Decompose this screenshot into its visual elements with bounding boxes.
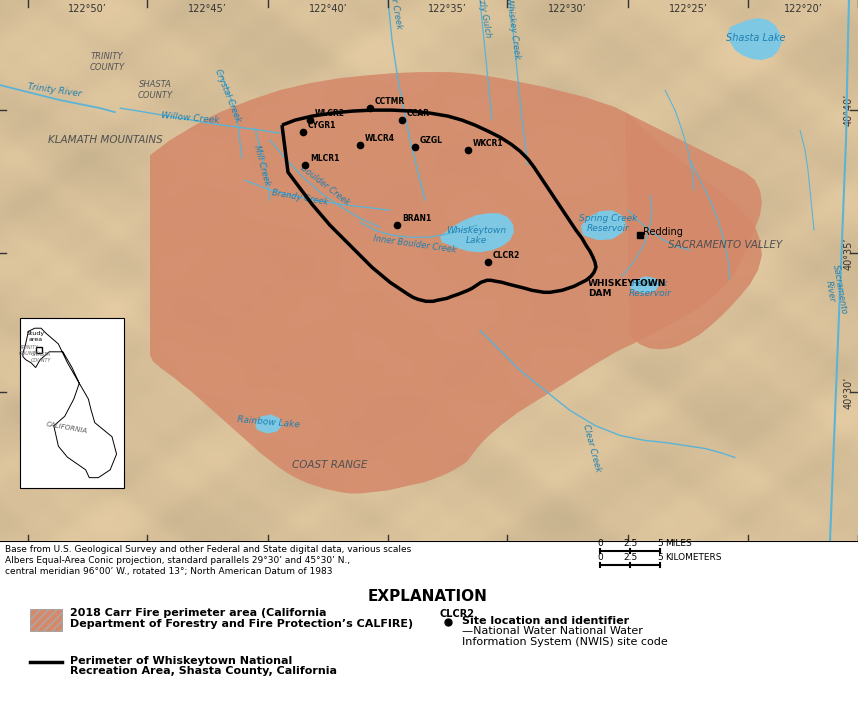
Text: Clear Creek: Clear Creek — [582, 424, 602, 473]
Text: Mill Creek: Mill Creek — [252, 144, 272, 186]
Polygon shape — [150, 72, 762, 493]
Text: Spring Creek
Reservoir: Spring Creek Reservoir — [579, 213, 637, 233]
Text: Crystal Creek: Crystal Creek — [214, 67, 243, 123]
Text: Boulder Creek: Boulder Creek — [299, 163, 351, 207]
Text: CCAR: CCAR — [407, 109, 430, 118]
Text: 122°30’: 122°30’ — [548, 4, 587, 14]
Polygon shape — [440, 213, 514, 252]
Text: Shasta Lake: Shasta Lake — [726, 33, 786, 43]
Text: Site location and identifier: Site location and identifier — [462, 616, 629, 626]
Text: Sacramento
River: Sacramento River — [821, 263, 849, 317]
Text: GZGL: GZGL — [420, 136, 443, 145]
Text: Whiskey Creek: Whiskey Creek — [505, 0, 522, 59]
Text: Department of Forestry and Fire Protection’s CALFIRE): Department of Forestry and Fire Protecti… — [70, 619, 413, 629]
Text: 122°35’: 122°35’ — [428, 4, 467, 14]
Text: 2.5: 2.5 — [623, 538, 637, 548]
Text: 0: 0 — [597, 553, 603, 562]
Text: COAST RANGE: COAST RANGE — [293, 460, 368, 470]
Text: 5: 5 — [657, 538, 663, 548]
Text: Brandy Creek: Brandy Creek — [271, 188, 329, 207]
Text: 122°45’: 122°45’ — [188, 4, 227, 14]
Text: 2.5: 2.5 — [623, 553, 637, 562]
Text: Trinity River: Trinity River — [27, 82, 82, 98]
Polygon shape — [255, 415, 282, 433]
Polygon shape — [728, 18, 782, 60]
Polygon shape — [23, 328, 117, 478]
Bar — [20, 319, 124, 488]
Text: Willow Creek: Willow Creek — [160, 111, 220, 125]
Text: SACRAMENTO VALLEY: SACRAMENTO VALLEY — [668, 241, 782, 251]
Text: 40°35’: 40°35’ — [844, 237, 854, 269]
Text: —National Water National Water: —National Water National Water — [462, 626, 643, 637]
Text: Rainbow Lake: Rainbow Lake — [236, 415, 299, 430]
Text: CCTMR: CCTMR — [375, 97, 405, 106]
Text: 40°40’: 40°40’ — [844, 94, 854, 126]
Text: 122°40’: 122°40’ — [309, 4, 347, 14]
Text: central meridian 96°00’ W., rotated 13°; North American Datum of 1983: central meridian 96°00’ W., rotated 13°;… — [5, 567, 333, 576]
Text: Base from U.S. Geological Survey and other Federal and State digital data, vario: Base from U.S. Geological Survey and oth… — [5, 545, 411, 553]
Text: MILES: MILES — [665, 538, 692, 548]
Text: 40°30’: 40°30’ — [844, 376, 854, 409]
Bar — [30, 609, 62, 632]
Text: SHASTA
COUNTY: SHASTA COUNTY — [31, 352, 51, 363]
Text: TRINITY
COUNTY: TRINITY COUNTY — [89, 52, 124, 72]
Text: WKCR1: WKCR1 — [473, 139, 504, 148]
Text: 122°50’: 122°50’ — [68, 4, 107, 14]
Text: 122°20’: 122°20’ — [783, 4, 823, 14]
Text: WLCR2: WLCR2 — [315, 109, 345, 118]
Text: 122°25’: 122°25’ — [668, 4, 708, 14]
Text: Information System (NWIS) site code: Information System (NWIS) site code — [462, 637, 668, 647]
Text: Recreation Area, Shasta County, California: Recreation Area, Shasta County, Californ… — [70, 666, 337, 676]
Text: CYGR1: CYGR1 — [308, 121, 336, 130]
Text: WLCR4: WLCR4 — [365, 134, 395, 143]
Text: MLCR1: MLCR1 — [310, 154, 340, 163]
Polygon shape — [630, 276, 660, 294]
Text: KLAMATH MOUNTAINS: KLAMATH MOUNTAINS — [48, 135, 162, 145]
Text: KILOMETERS: KILOMETERS — [665, 553, 722, 562]
Text: Albers Equal-Area Conic projection, standard parallels 29°30’ and 45°30’ N.,: Albers Equal-Area Conic projection, stan… — [5, 556, 350, 565]
Polygon shape — [581, 211, 626, 241]
Text: 2018 Carr Fire perimeter area (California: 2018 Carr Fire perimeter area (Californi… — [70, 608, 327, 618]
Text: SHASTA
COUNTY: SHASTA COUNTY — [137, 80, 172, 100]
Text: Perimeter of Whiskeytown National: Perimeter of Whiskeytown National — [70, 656, 293, 666]
Text: Reswick
Reservoir: Reswick Reservoir — [629, 279, 672, 298]
Text: Clear Creek: Clear Creek — [386, 0, 404, 30]
Text: Whiskeytown
Lake: Whiskeytown Lake — [446, 226, 506, 245]
Text: CLCR2: CLCR2 — [440, 609, 475, 619]
Text: Grizzly Gulch: Grizzly Gulch — [474, 0, 492, 38]
Text: CALIFORNIA: CALIFORNIA — [54, 340, 116, 350]
Text: Inner Boulder Creek: Inner Boulder Creek — [373, 234, 457, 255]
Text: Study
area: Study area — [27, 332, 45, 342]
Text: Redding: Redding — [643, 227, 683, 237]
Text: CLCR2: CLCR2 — [493, 251, 520, 261]
Text: TRINITY
COUNTY: TRINITY COUNTY — [19, 345, 39, 357]
Text: BRAN1: BRAN1 — [402, 214, 432, 223]
Text: 5: 5 — [657, 553, 663, 562]
Text: 0: 0 — [597, 538, 603, 548]
Polygon shape — [625, 112, 762, 349]
Text: WHISKEYTOWN
DAM: WHISKEYTOWN DAM — [588, 279, 667, 298]
Text: CALIFORNIA: CALIFORNIA — [45, 421, 88, 435]
Text: EXPLANATION: EXPLANATION — [368, 589, 488, 604]
Bar — [30, 609, 62, 632]
